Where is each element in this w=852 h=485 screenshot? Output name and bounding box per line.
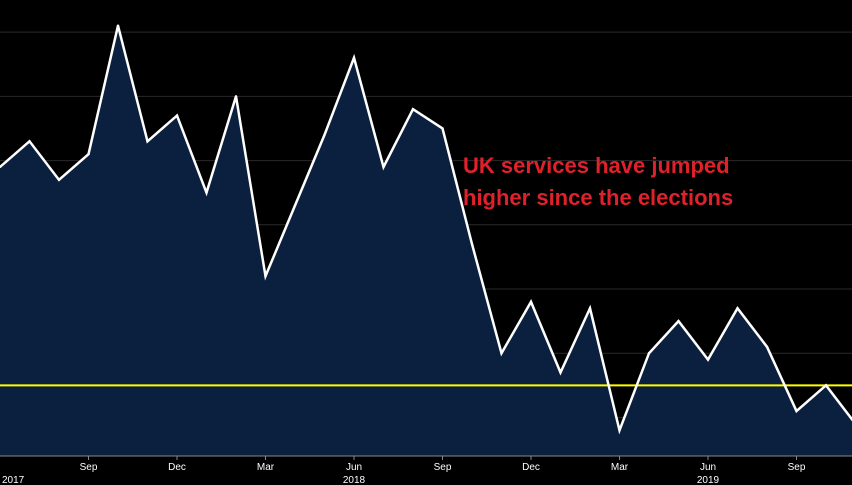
x-tick-label: Jun: [346, 462, 362, 473]
x-tick-label: Sep: [80, 462, 98, 473]
x-tick-label: Jun: [700, 462, 716, 473]
x-axis: Sep Dec Mar Jun Sep Dec Mar Jun Sep 2017 2018 2019: [0, 455, 852, 485]
data-point: [441, 127, 444, 130]
data-point: [411, 107, 415, 111]
data-point: [264, 274, 267, 278]
x-tick-label: Sep: [434, 462, 452, 473]
series-area-fill: [0, 25, 852, 456]
data-point: [146, 140, 149, 143]
series-points: [0, 24, 828, 432]
x-tick-label: Mar: [611, 462, 629, 473]
x-year-label: 2019: [697, 475, 720, 485]
data-point: [323, 133, 326, 137]
data-point: [57, 178, 61, 182]
data-point: [529, 300, 533, 304]
data-point: [0, 165, 2, 169]
data-point: [87, 152, 90, 156]
data-point: [470, 242, 474, 246]
data-point: [588, 307, 592, 310]
x-tick-label: Sep: [788, 462, 806, 473]
data-point: [500, 352, 503, 355]
data-point: [765, 345, 769, 349]
x-tick-label: Mar: [257, 462, 275, 473]
data-point: [352, 56, 356, 60]
annotation-line-1: UK services have jumped: [463, 153, 730, 178]
data-point: [677, 319, 680, 323]
data-point: [795, 409, 798, 413]
data-point: [205, 191, 208, 194]
data-point: [28, 140, 31, 143]
x-year-label: 2017: [2, 475, 25, 485]
x-year-label: 2018: [343, 475, 366, 485]
data-point: [736, 307, 739, 310]
data-point: [293, 204, 297, 207]
data-point: [175, 114, 179, 117]
data-point: [382, 165, 385, 169]
chart-annotation: UK services have jumped higher since the…: [463, 150, 823, 214]
x-tick-label: Dec: [168, 462, 186, 473]
data-point: [234, 95, 238, 98]
annotation-line-2: higher since the elections: [463, 185, 734, 210]
data-point: [559, 371, 562, 374]
data-point: [116, 24, 120, 27]
data-point: [647, 352, 651, 355]
x-tick-label: Dec: [522, 462, 540, 473]
data-point: [706, 358, 710, 361]
data-point: [824, 384, 828, 387]
data-point: [618, 429, 621, 432]
